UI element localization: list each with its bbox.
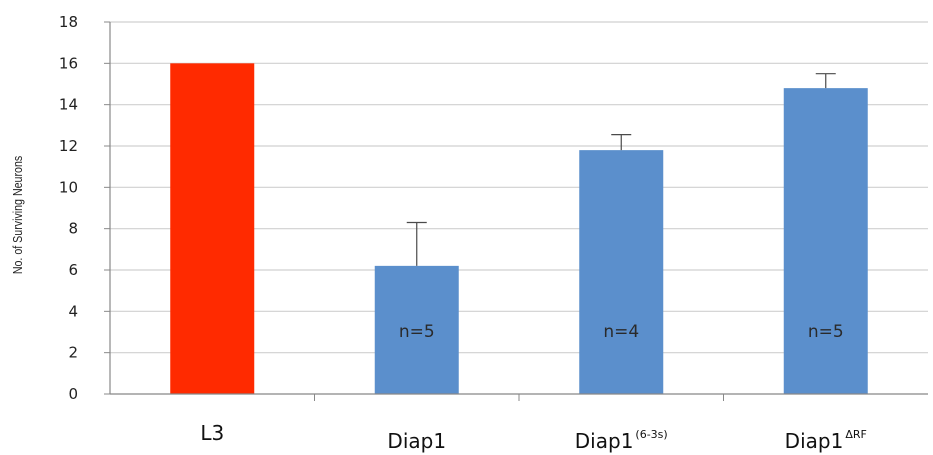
y-tick-label: 18 <box>59 13 78 31</box>
y-tick-label: 12 <box>59 137 78 155</box>
y-axis: 0 2 4 6 8 10 12 14 16 18 <box>59 13 111 403</box>
y-axis-title: No. of Surviving Neurons <box>10 156 25 274</box>
sample-size-label: n=5 <box>399 322 435 342</box>
category-label: Diap1 ΔRF <box>785 428 867 453</box>
y-tick-label: 6 <box>68 261 78 279</box>
y-tick-label: 14 <box>59 96 78 114</box>
y-tick-label: 4 <box>68 302 78 320</box>
y-tick-label: 10 <box>59 178 78 196</box>
bar <box>783 88 868 394</box>
sample-size-label: n=4 <box>603 322 639 342</box>
category-label: Diap1 <box>387 429 446 453</box>
y-tick-label: 8 <box>68 220 78 238</box>
category-label: L3 <box>200 421 224 445</box>
bar <box>374 265 459 394</box>
sample-size-label: n=5 <box>808 322 844 342</box>
y-tick-label: 0 <box>68 385 78 403</box>
y-tick-label: 16 <box>59 54 78 72</box>
x-axis: L3 Diap1 Diap1 (6-3s) Diap1 ΔRF <box>110 393 928 453</box>
bar <box>579 150 664 394</box>
category-label: Diap1 (6-3s) <box>575 428 668 453</box>
bar <box>170 63 255 394</box>
y-tick-label: 2 <box>68 344 78 362</box>
bars: n=5 n=4 n=5 <box>170 63 868 394</box>
